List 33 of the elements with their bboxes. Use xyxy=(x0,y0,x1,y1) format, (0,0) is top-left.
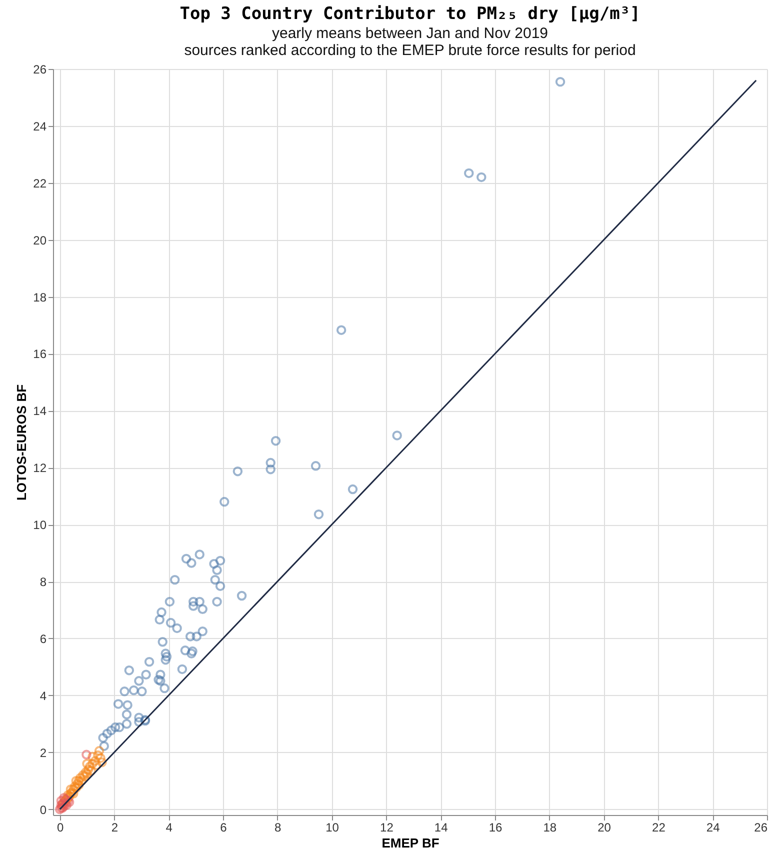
y-tick-label: 20 xyxy=(33,233,47,248)
x-tick-label: 0 xyxy=(56,820,64,834)
x-tick-label: 10 xyxy=(326,820,340,834)
x-tick-label: 16 xyxy=(488,820,502,834)
x-tick-label: 26 xyxy=(754,820,768,834)
y-tick-label: 22 xyxy=(33,176,47,190)
y-tick-label: 14 xyxy=(33,404,47,418)
y-tick-label: 18 xyxy=(33,290,47,304)
y-tick-label: 24 xyxy=(33,119,47,134)
y-tick-label: 16 xyxy=(33,347,47,362)
x-tick-label: 4 xyxy=(166,820,173,834)
y-tick-label: 6 xyxy=(40,632,47,646)
y-tick-label: 12 xyxy=(33,461,47,476)
chart-title: Top 3 Country Contributor to PM₂₅ dry [µg/m³] xyxy=(180,4,640,24)
y-tick-label: 2 xyxy=(40,746,47,760)
y-tick-label: 0 xyxy=(40,802,47,817)
x-tick-label: 24 xyxy=(706,820,720,834)
x-tick-label: 12 xyxy=(380,820,394,834)
x-tick-label: 14 xyxy=(434,820,448,834)
y-tick-label: 26 xyxy=(33,62,47,76)
x-axis-title: EMEP BF xyxy=(382,836,440,850)
x-tick-label: 22 xyxy=(652,820,666,834)
x-tick-label: 20 xyxy=(598,820,612,834)
x-tick-label: 2 xyxy=(111,820,118,834)
y-tick-label: 4 xyxy=(40,688,47,703)
y-tick-label: 10 xyxy=(33,518,47,532)
x-tick-label: 18 xyxy=(543,820,557,834)
text: yearly means between Jan and Nov 2019 xyxy=(272,25,548,42)
x-tick-label: 6 xyxy=(220,820,228,834)
text: sources ranked according to the EMEP brute force results for period xyxy=(184,42,636,59)
y-axis-title: LOTOS-EUROS BF xyxy=(14,384,30,501)
y-tick-label: 8 xyxy=(40,575,47,590)
x-tick-label: 8 xyxy=(274,820,282,834)
